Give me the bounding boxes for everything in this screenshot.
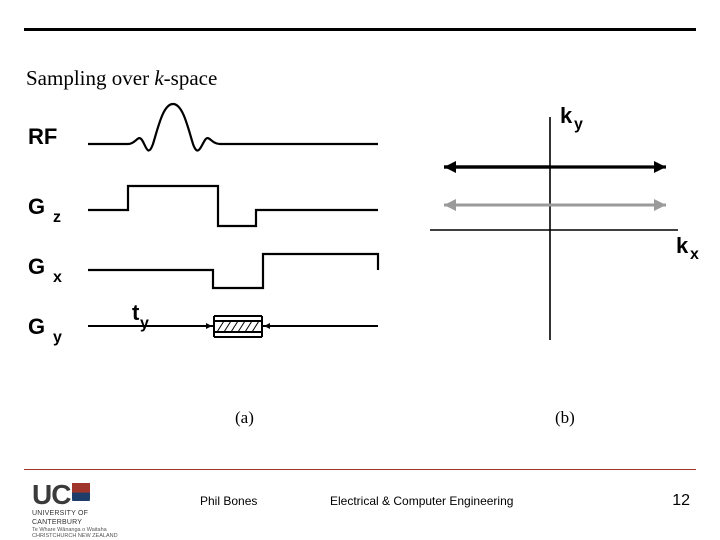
logo-line1: UNIVERSITY OF [32,510,142,518]
kx-label: k [676,233,689,258]
trajectory-2 [444,199,666,211]
kx-sub: x [690,246,699,263]
logo-line2: CANTERBURY [32,519,142,527]
gz-waveform [88,186,378,226]
label-gx-sub: x [53,269,62,286]
label-gz: G [28,194,45,219]
pulse-sequence-svg: RF G z G x G y t y [28,110,408,400]
logo-line4: CHRISTCHURCH NEW ZEALAND [32,533,142,539]
shield-icon [72,483,90,507]
title-k: k [154,66,163,90]
ky-label: k [560,103,573,128]
kspace-svg: k y k x [430,105,700,365]
footer: UC UNIVERSITY OF CANTERBURY Te Whare Wān… [0,468,720,540]
label-rf: RF [28,124,57,149]
label-ty: t [132,300,140,325]
department: Electrical & Computer Engineering [330,494,513,508]
panel-a: RF G z G x G y t y [28,110,408,400]
page-number: 12 [672,492,690,510]
panel-b: k y k x [430,105,700,365]
title-text-2: -space [164,66,218,90]
label-gy: G [28,314,45,339]
axis-labels: k y k x [560,103,699,263]
label-ty-sub: y [140,315,149,332]
label-gy-sub: y [53,329,62,346]
caption-b: (b) [555,408,575,428]
ky-sub: y [574,116,583,133]
top-rule [24,28,696,31]
title-text-1: Sampling over [26,66,154,90]
gx-waveform [88,254,378,288]
row-labels: RF G z G x G y t y [28,124,149,346]
caption-a: (a) [235,408,254,428]
rf-waveform [88,104,378,151]
label-gz-sub: z [53,209,61,226]
trajectory-1 [444,161,666,173]
logo-uc: UC [32,479,70,510]
label-gx: G [28,254,45,279]
author: Phil Bones [200,494,257,508]
page-title: Sampling over k-space [26,66,217,91]
uc-logo: UC UNIVERSITY OF CANTERBURY Te Whare Wān… [32,482,142,530]
